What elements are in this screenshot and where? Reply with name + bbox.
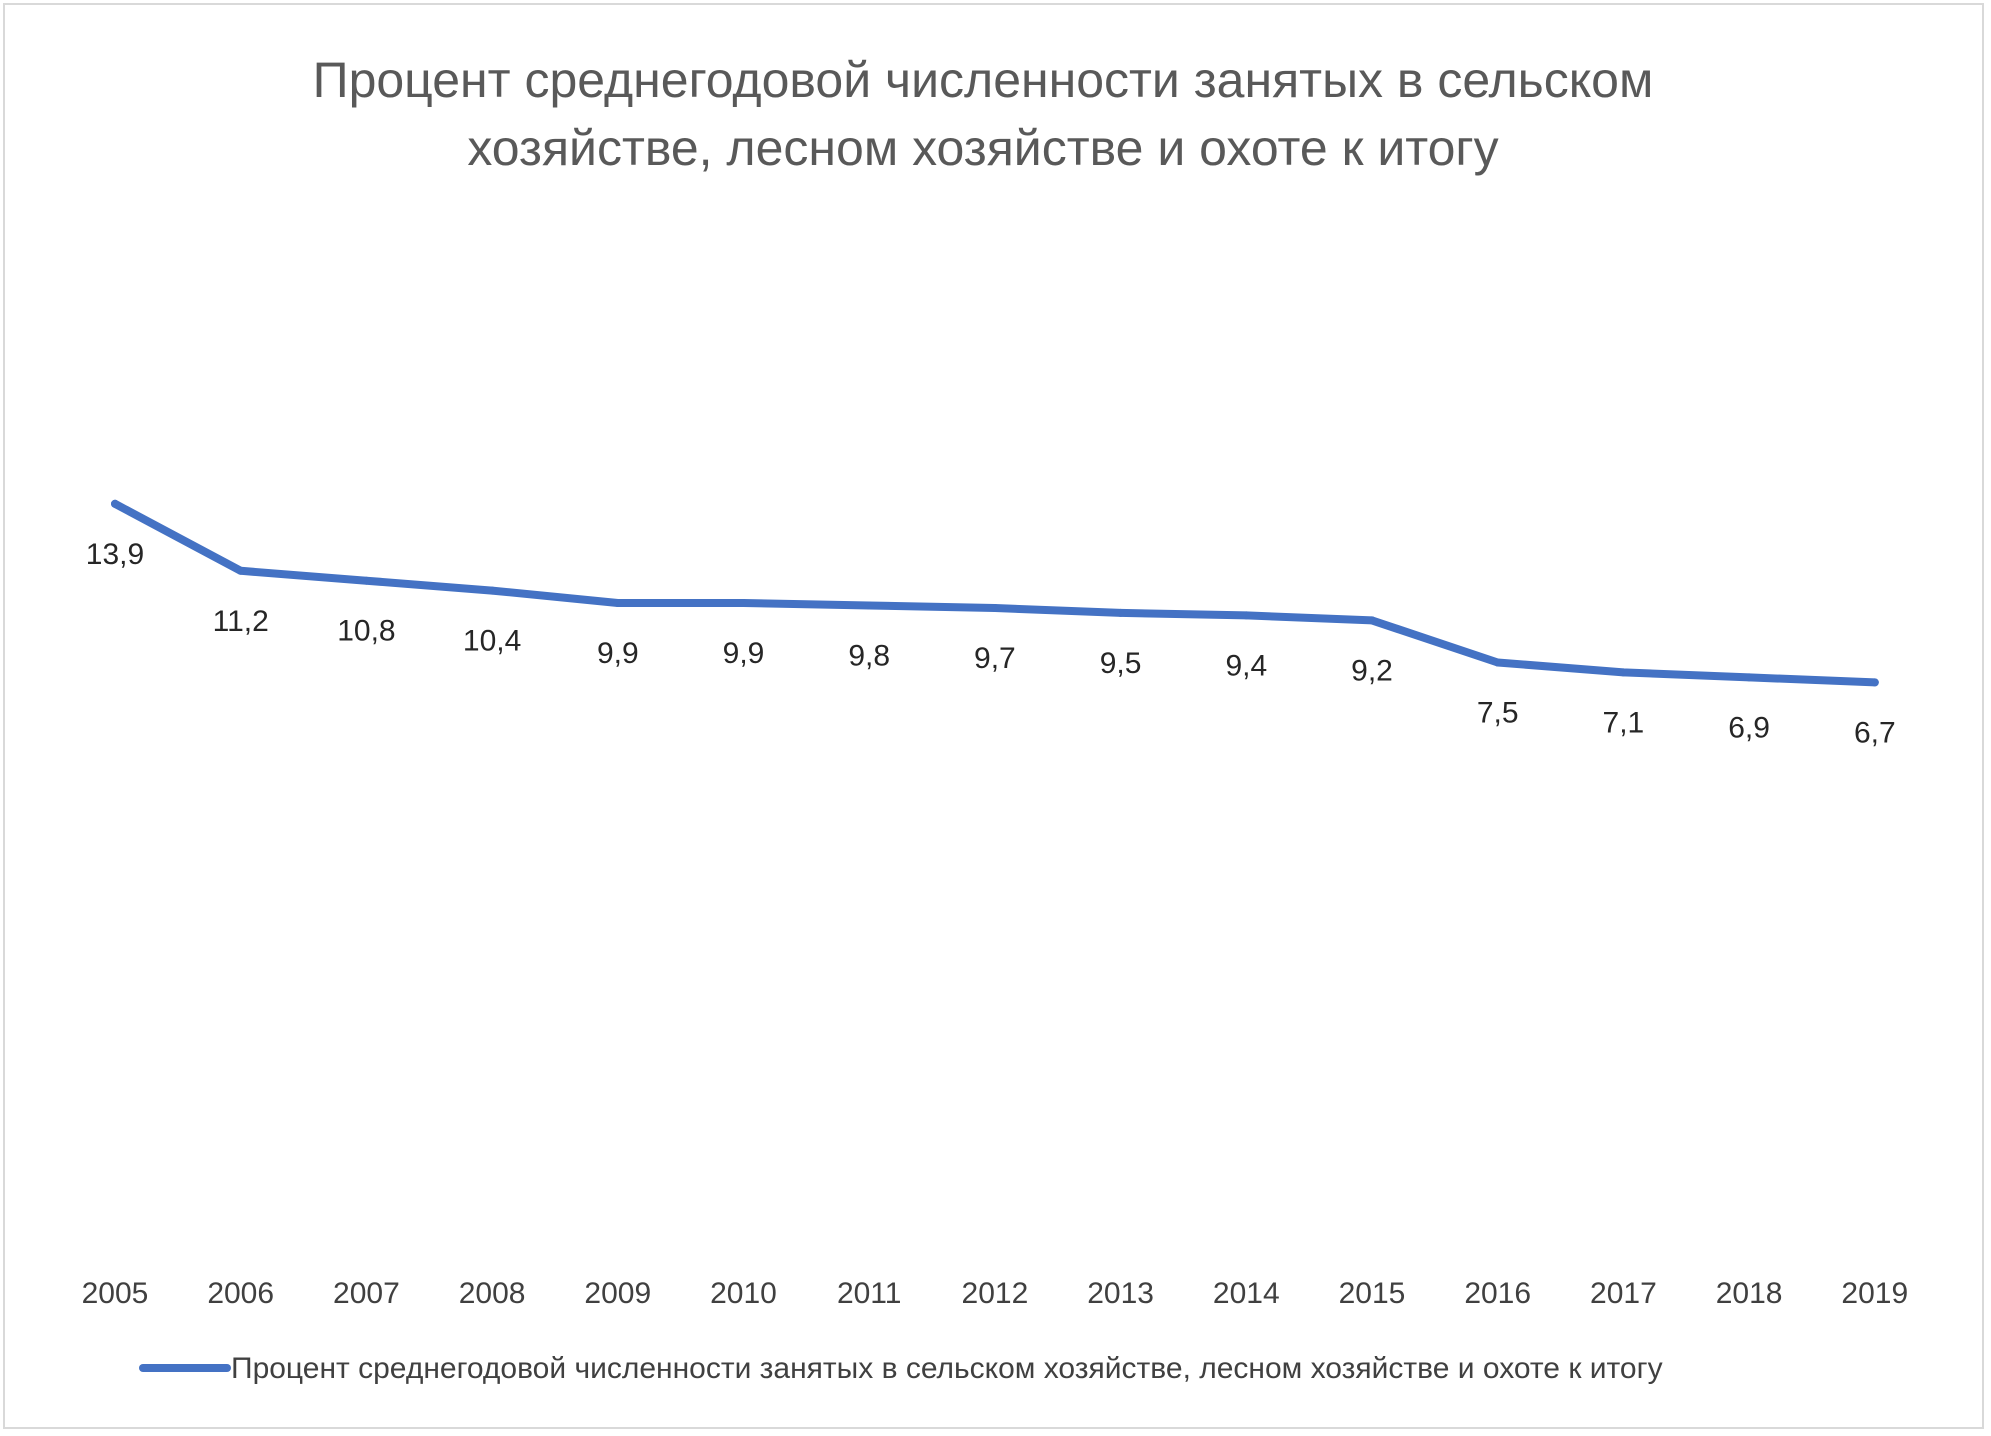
data-point-2015 bbox=[1368, 616, 1376, 625]
x-tick-2014: 2014 bbox=[1213, 1277, 1280, 1310]
data-label-2005: 13,9 bbox=[86, 538, 144, 571]
x-tick-2019: 2019 bbox=[1841, 1277, 1908, 1310]
line-chart: Процент среднегодовой численности заняты… bbox=[82, 52, 1909, 1385]
data-point-2009 bbox=[613, 599, 622, 607]
data-point-2005 bbox=[111, 499, 119, 508]
data-point-2017 bbox=[1619, 668, 1628, 677]
data-label-2016: 7,5 bbox=[1477, 697, 1519, 730]
x-tick-2017: 2017 bbox=[1590, 1277, 1657, 1310]
x-tick-2006: 2006 bbox=[207, 1277, 274, 1310]
legend: Процент среднегодовой численности заняты… bbox=[139, 1352, 1663, 1385]
data-label-2017: 7,1 bbox=[1603, 706, 1645, 739]
x-tick-2009: 2009 bbox=[584, 1277, 651, 1310]
x-tick-2018: 2018 bbox=[1716, 1277, 1783, 1310]
x-tick-2011: 2011 bbox=[837, 1277, 902, 1310]
data-point-2019 bbox=[1870, 678, 1879, 687]
data-label-2009: 9,9 bbox=[597, 637, 639, 670]
data-label-2018: 6,9 bbox=[1728, 711, 1770, 744]
data-label-2011: 9,8 bbox=[848, 640, 890, 673]
data-label-2015: 9,2 bbox=[1351, 654, 1393, 687]
data-point-2012 bbox=[990, 604, 999, 612]
data-label-2012: 9,7 bbox=[974, 642, 1016, 675]
x-tick-2005: 2005 bbox=[82, 1277, 149, 1310]
data-point-2006 bbox=[236, 566, 245, 575]
legend-label: Процент среднегодовой численности заняты… bbox=[231, 1352, 1663, 1385]
x-tick-2012: 2012 bbox=[962, 1277, 1029, 1310]
data-label-2019: 6,7 bbox=[1854, 716, 1896, 749]
x-axis-ticks: 2005 2006 2007 2008 2009 2010 2011 2012 2013 2014… bbox=[82, 1277, 1909, 1310]
x-tick-2016: 2016 bbox=[1464, 1277, 1531, 1310]
data-label-2007: 10,8 bbox=[337, 615, 395, 648]
data-label-2008: 10,4 bbox=[463, 625, 521, 658]
data-point-2014 bbox=[1242, 611, 1251, 620]
data-label-2013: 9,5 bbox=[1100, 647, 1142, 680]
x-tick-2008: 2008 bbox=[459, 1277, 526, 1310]
data-point-2011 bbox=[865, 601, 874, 610]
data-point-2010 bbox=[739, 599, 748, 607]
data-point-2018 bbox=[1745, 673, 1754, 682]
data-label-2006: 11,2 bbox=[213, 605, 269, 638]
data-point-2008 bbox=[488, 586, 497, 595]
data-point-2013 bbox=[1116, 608, 1125, 617]
data-label-2014: 9,4 bbox=[1225, 649, 1267, 682]
data-point-2016 bbox=[1493, 658, 1502, 667]
x-tick-2013: 2013 bbox=[1087, 1277, 1154, 1310]
data-label-2010: 9,9 bbox=[723, 637, 765, 670]
series-group bbox=[111, 499, 1879, 687]
x-tick-2007: 2007 bbox=[333, 1277, 400, 1310]
chart-title-line-2: хозяйстве, лесном хозяйстве и охоте к ит… bbox=[467, 120, 1498, 176]
chart-title-line-1: Процент среднегодовой численности заняты… bbox=[313, 52, 1654, 108]
chart-frame: Процент среднегодовой численности заняты… bbox=[3, 3, 1984, 1429]
x-tick-2010: 2010 bbox=[710, 1277, 777, 1310]
x-tick-2015: 2015 bbox=[1339, 1277, 1406, 1310]
data-point-2007 bbox=[362, 576, 371, 585]
data-labels: 13,9 11,2 10,8 10,4 9,9 9,9 9,8 9,7 9,5 9,4 9,2 7,5… bbox=[86, 538, 1896, 750]
